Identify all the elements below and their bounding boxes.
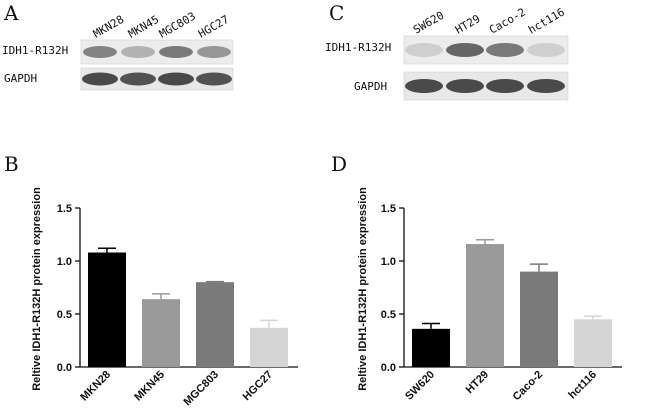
blot-band — [486, 43, 524, 57]
y-tick-label: 0.0 — [57, 362, 72, 374]
bar-chart-d: Reltive IDH1-R132H protein expression 0.… — [357, 187, 622, 403]
western-blot-c: SW620 HT29 Caco-2 hct116 IDH1-R132H GAPD… — [325, 5, 569, 101]
category-label: HGC27 — [241, 369, 275, 403]
blot-row-label: IDH1-R132H — [325, 41, 391, 54]
lane-label: MKN45 — [126, 13, 161, 41]
blot-band — [446, 43, 484, 57]
bar — [142, 299, 180, 367]
bar — [88, 252, 126, 367]
blot-band — [121, 46, 155, 58]
category-label: MKN45 — [132, 369, 167, 404]
bar — [250, 327, 288, 367]
panel-letter-d: D — [331, 152, 347, 176]
bar — [574, 319, 612, 367]
blot-band — [405, 79, 443, 93]
blot-band — [527, 43, 565, 57]
blot-band — [158, 72, 194, 86]
y-axis-title: Reltive IDH1-R132H protein expression — [31, 187, 43, 391]
blot-band — [446, 79, 484, 93]
blot-band — [159, 46, 193, 58]
panel-letter-b: B — [4, 152, 19, 176]
blot-row-label: GAPDH — [354, 80, 387, 93]
blot-strip — [80, 67, 234, 91]
y-axis-title: Reltive IDH1-R132H protein expression — [357, 187, 369, 391]
western-blot-a: MKN28 MKN45 MGC803 HGC27 IDH1-R132H GAPD… — [2, 9, 234, 91]
blot-band — [196, 72, 232, 86]
lane-label: SW620 — [411, 9, 446, 37]
lane-label: HGC27 — [196, 13, 231, 41]
y-tick-label: 0.5 — [381, 309, 396, 321]
blot-band — [527, 79, 565, 93]
panel-letter-a: A — [3, 1, 19, 25]
panel-letter-c: C — [329, 1, 344, 25]
blot-band — [486, 79, 524, 93]
y-tick-label: 1.5 — [381, 203, 396, 215]
category-label: MKN28 — [78, 369, 113, 404]
bar — [196, 282, 234, 367]
category-label: hct116 — [566, 369, 599, 402]
lane-label: HT29 — [453, 12, 482, 37]
blot-band — [83, 46, 117, 58]
blot-row-label: GAPDH — [4, 72, 37, 85]
y-tick-label: 1.5 — [57, 203, 72, 215]
lane-label: MKN28 — [91, 13, 126, 41]
bar — [520, 271, 558, 367]
blot-band — [82, 72, 118, 86]
y-tick-label: 0.5 — [57, 309, 72, 321]
blot-band — [197, 46, 231, 58]
blot-row-label: IDH1-R132H — [2, 44, 68, 57]
blot-band — [405, 43, 443, 57]
blot-band — [120, 72, 156, 86]
lane-label: hct116 — [526, 5, 567, 36]
y-tick-label: 0.0 — [381, 362, 396, 374]
y-tick-label: 1.0 — [57, 256, 72, 268]
bar-chart-b: Reltive IDH1-R132H protein expression 0.… — [31, 187, 298, 408]
lane-label: Caco-2 — [487, 5, 528, 36]
bar — [412, 328, 450, 367]
category-label: HT29 — [464, 369, 492, 397]
bar — [466, 244, 504, 367]
category-label: SW620 — [403, 369, 437, 403]
y-tick-label: 1.0 — [381, 256, 396, 268]
category-label: Caco-2 — [511, 369, 545, 403]
category-label: MGC803 — [182, 369, 222, 409]
lane-label: MGC803 — [157, 9, 198, 40]
